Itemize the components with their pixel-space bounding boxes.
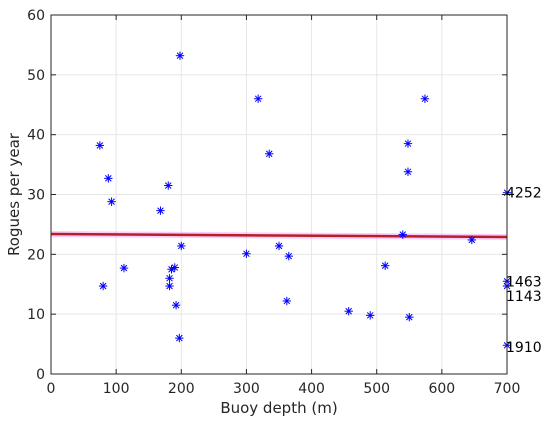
x-tick-label: 600 [428,381,455,397]
asterisk-stroke [366,312,374,319]
asterisk-stroke [176,334,183,342]
data-point [104,174,113,183]
x-axis-label: Buoy depth (m) [220,399,337,417]
data-point [165,274,174,283]
asterisk-stroke [166,274,173,282]
data-point [253,94,263,103]
data-point [175,333,184,343]
point-annotation: 1143 [506,289,542,305]
asterisk-stroke [243,250,250,258]
data-point [156,206,165,215]
x-tick-label: 100 [103,381,130,397]
x-tick-label: 500 [363,381,390,397]
x-tick-label: 400 [298,381,325,397]
asterisk-stroke [166,282,173,290]
x-axis-ticks: 0 100 200 300 400 500 600 700 [47,15,521,397]
data-point [366,311,375,320]
point-annotation: 4252 [506,186,542,202]
y-tick-label: 0 [36,367,45,383]
y-tick-label: 50 [27,68,45,84]
asterisk-stroke [172,301,180,309]
data-point [282,296,292,306]
data-point [171,300,181,310]
trend-line [50,232,508,239]
x-tick-label: 700 [494,381,521,397]
data-point [420,94,430,103]
data-point [403,167,413,176]
asterisk-stroke [275,242,283,250]
asterisk-stroke [421,95,429,103]
data-point [405,312,414,322]
data-point [284,251,293,261]
y-axis-label: Rogues per year [5,132,23,256]
point-annotation: 1910 [506,340,542,356]
asterisk-stroke [345,307,352,315]
asterisk-stroke [254,95,262,103]
asterisk-stroke [405,313,413,321]
x-tick-label: 0 [47,381,56,397]
data-point [177,241,186,251]
asterisk-stroke [108,198,115,205]
data-point [403,139,413,148]
asterisk-stroke [99,282,107,290]
asterisk-stroke [177,242,185,250]
asterisk-stroke [468,236,476,244]
x-tick-label: 200 [168,381,195,397]
asterisk-stroke [176,52,184,59]
asterisk-stroke [120,264,128,272]
asterisk-stroke [404,168,412,176]
asterisk-stroke [164,182,172,189]
y-tick-label: 10 [27,307,45,323]
data-point [119,263,129,273]
trend-line-segment [50,232,508,239]
data-point [175,51,185,60]
y-tick-label: 60 [27,8,45,24]
data-point [98,281,108,291]
y-tick-label: 30 [27,188,45,204]
grid-lines [51,15,507,374]
data-point [265,149,274,159]
asterisk-stroke [381,262,389,269]
data-point [467,235,477,245]
asterisk-stroke [105,175,112,182]
data-point [274,241,284,251]
data-point [242,249,251,258]
asterisk-stroke [96,142,104,149]
asterisk-stroke [399,231,407,238]
asterisk-stroke [285,252,293,260]
asterisk-stroke [157,207,164,214]
x-tick-label: 300 [233,381,260,397]
data-point [107,197,116,206]
data-point [398,230,407,239]
y-axis-ticks: 0 10 20 30 40 50 60 [27,8,507,383]
asterisk-stroke [404,140,412,147]
asterisk-stroke [265,150,273,158]
y-tick-label: 20 [27,247,45,263]
data-points [95,51,512,350]
data-point [380,261,390,270]
point-annotation: 1463 [506,274,542,290]
data-point [344,306,353,316]
data-point [164,181,173,190]
data-point [170,263,179,272]
data-point [165,281,174,291]
asterisk-stroke [171,264,179,271]
y-tick-label: 40 [27,128,45,144]
data-point [95,141,105,150]
asterisk-stroke [283,297,291,305]
